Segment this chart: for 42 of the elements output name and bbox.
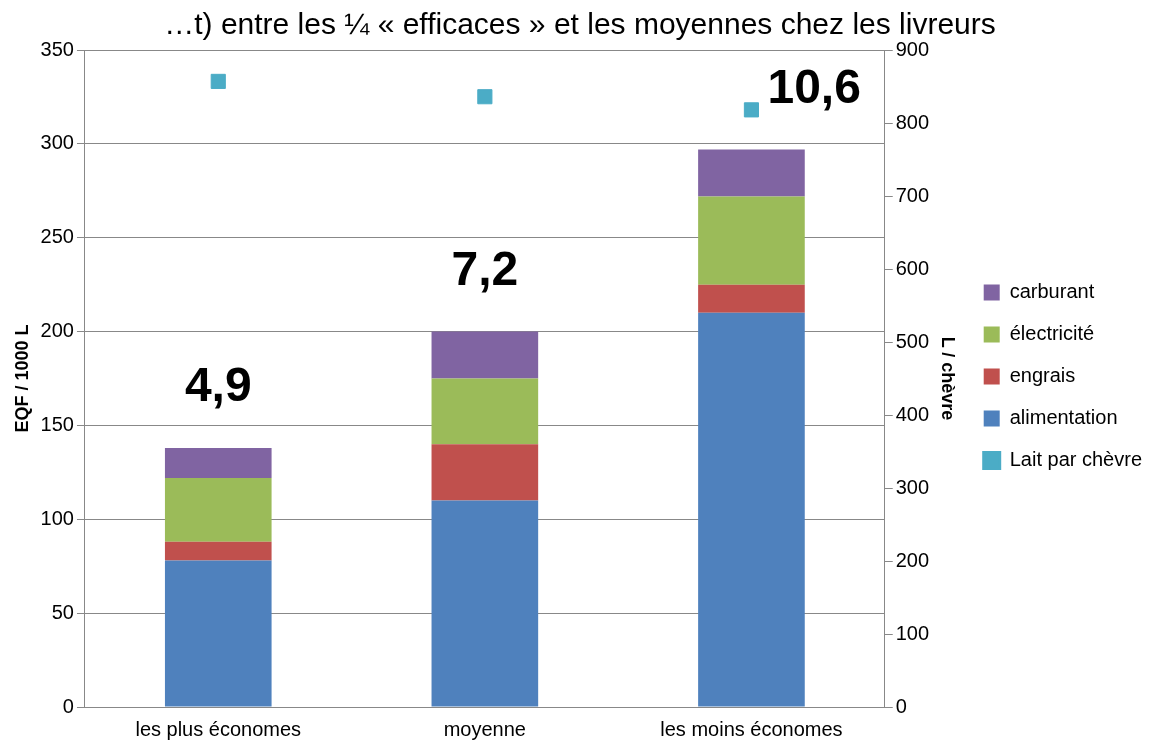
y2-tick-label: 0 — [895, 694, 907, 717]
y2-tick-label: 200 — [895, 548, 930, 571]
y-tick-label: 200 — [40, 319, 74, 342]
y-tick-label: 350 — [40, 37, 74, 60]
x-tick-label: les moins économes — [660, 717, 843, 740]
legend-label: Lait par chèvre — [1009, 448, 1142, 471]
bar — [431, 331, 539, 379]
bar — [698, 149, 805, 197]
bar — [164, 541, 272, 561]
bar — [164, 477, 272, 542]
bar — [431, 444, 539, 501]
annotation: 7,2 — [451, 241, 519, 295]
y2-tick-label: 300 — [895, 475, 930, 498]
y-tick-label: 250 — [40, 225, 74, 248]
y2-tick-label: 800 — [895, 110, 930, 133]
bar — [431, 500, 539, 707]
y-tick-label: 100 — [40, 506, 74, 529]
y-axis-title: EQF / 1000 L — [11, 324, 32, 433]
x-tick-label: moyenne — [443, 717, 526, 740]
y2-tick-label: 400 — [895, 402, 930, 425]
annotation: 4,9 — [184, 358, 252, 412]
y2-tick-label: 500 — [895, 329, 930, 352]
bar — [698, 312, 805, 707]
bar — [698, 196, 805, 285]
annotation: 10,6 — [767, 59, 861, 113]
y2-tick-label: 100 — [895, 621, 930, 644]
y-tick-label: 150 — [40, 412, 74, 435]
bar — [164, 560, 272, 707]
bar — [164, 447, 272, 478]
x-tick-label: les plus économes — [135, 717, 302, 740]
bar — [431, 378, 539, 445]
bar — [698, 284, 805, 313]
y2-axis-title: L / chèvre — [937, 336, 958, 421]
legend-label: électricité — [1009, 322, 1095, 345]
y-tick-label: 300 — [40, 131, 74, 154]
legend-label: engrais — [1009, 364, 1076, 387]
y2-tick-label: 700 — [895, 183, 930, 206]
y-tick-label: 0 — [62, 694, 74, 717]
legend-label: carburant — [1009, 280, 1095, 303]
y2-tick-label: 600 — [895, 256, 930, 279]
legend-label: alimentation — [1009, 406, 1118, 429]
y-tick-label: 50 — [51, 600, 74, 623]
